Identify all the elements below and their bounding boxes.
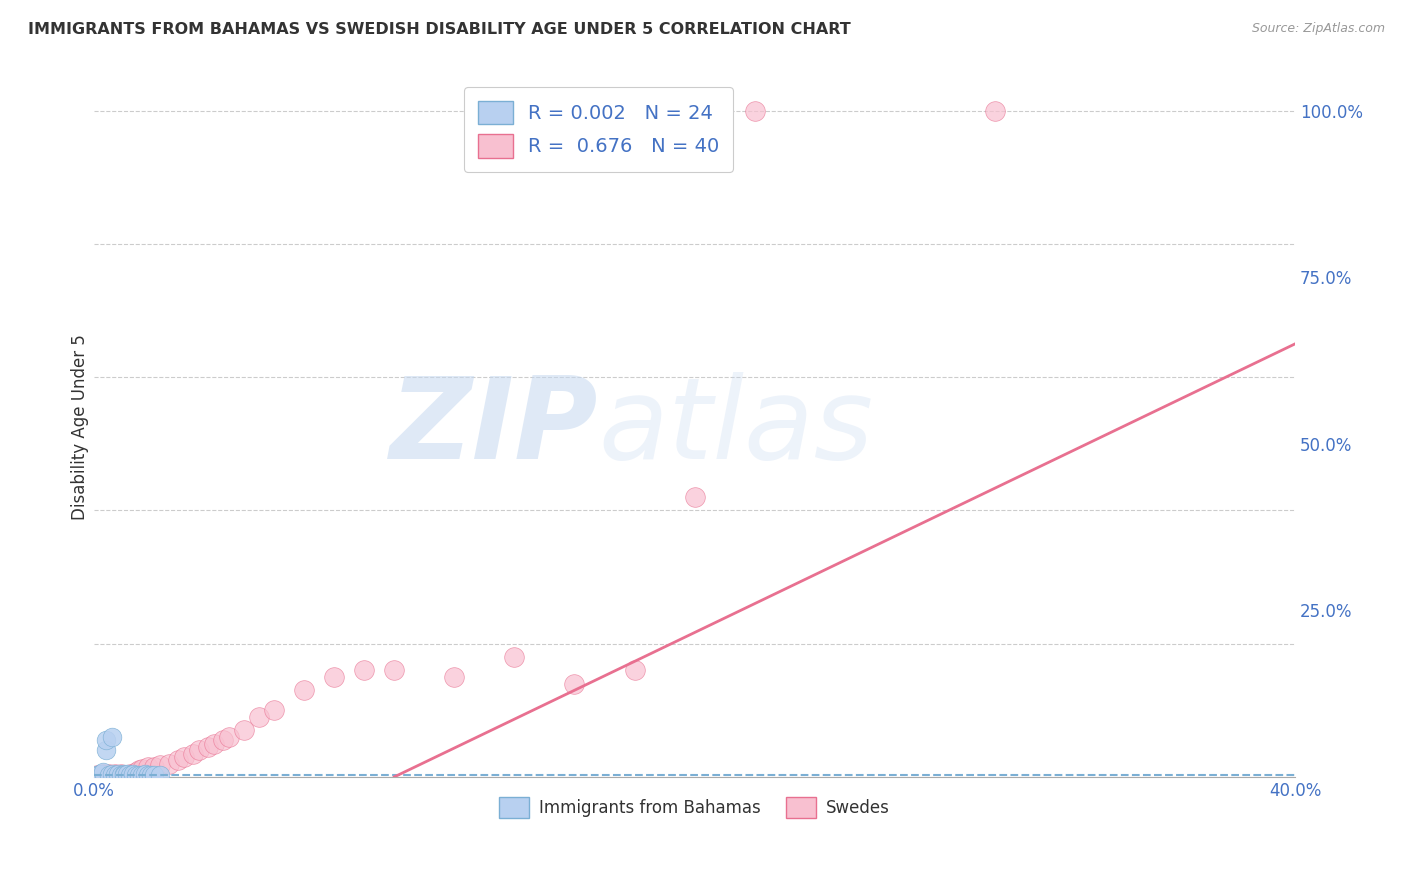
Point	[101, 766, 124, 780]
Legend: Immigrants from Bahamas, Swedes: Immigrants from Bahamas, Swedes	[492, 791, 897, 824]
Point	[173, 750, 195, 764]
Point	[120, 768, 142, 782]
Point	[104, 766, 127, 780]
Point	[181, 747, 204, 761]
Point	[202, 737, 225, 751]
Point	[503, 650, 526, 665]
Point	[167, 753, 190, 767]
Point	[112, 766, 135, 780]
Point	[157, 756, 180, 771]
Point	[125, 768, 148, 782]
Point	[98, 768, 121, 782]
Point	[86, 768, 108, 782]
Point	[122, 766, 145, 780]
Point	[233, 723, 256, 738]
Point	[125, 764, 148, 779]
Point	[188, 743, 211, 757]
Point	[564, 676, 586, 690]
Point	[623, 663, 645, 677]
Text: IMMIGRANTS FROM BAHAMAS VS SWEDISH DISABILITY AGE UNDER 5 CORRELATION CHART: IMMIGRANTS FROM BAHAMAS VS SWEDISH DISAB…	[28, 22, 851, 37]
Point	[101, 730, 124, 744]
Point	[94, 733, 117, 747]
Point	[107, 768, 129, 782]
Point	[143, 768, 166, 782]
Y-axis label: Disability Age Under 5: Disability Age Under 5	[72, 334, 89, 520]
Point	[110, 766, 132, 780]
Point	[104, 768, 127, 782]
Point	[744, 103, 766, 118]
Point	[443, 670, 465, 684]
Point	[247, 710, 270, 724]
Point	[141, 768, 163, 782]
Point	[131, 762, 153, 776]
Text: atlas: atlas	[599, 372, 873, 483]
Point	[683, 490, 706, 504]
Point	[94, 743, 117, 757]
Point	[115, 766, 138, 780]
Point	[120, 766, 142, 780]
Point	[292, 683, 315, 698]
Point	[323, 670, 346, 684]
Point	[91, 764, 114, 779]
Point	[212, 733, 235, 747]
Point	[110, 768, 132, 782]
Point	[353, 663, 375, 677]
Point	[149, 757, 172, 772]
Point	[94, 768, 117, 782]
Point	[128, 763, 150, 777]
Point	[107, 766, 129, 780]
Point	[134, 766, 156, 780]
Point	[382, 663, 405, 677]
Point	[89, 766, 111, 780]
Point	[136, 760, 159, 774]
Point	[91, 766, 114, 780]
Point	[101, 768, 124, 782]
Text: ZIP: ZIP	[389, 372, 599, 483]
Point	[112, 768, 135, 782]
Text: Source: ZipAtlas.com: Source: ZipAtlas.com	[1251, 22, 1385, 36]
Point	[128, 768, 150, 782]
Point	[89, 768, 111, 782]
Point	[136, 768, 159, 782]
Point	[149, 768, 172, 782]
Point	[86, 768, 108, 782]
Point	[984, 103, 1007, 118]
Point	[263, 703, 285, 717]
Point	[218, 730, 240, 744]
Point	[98, 766, 121, 780]
Point	[197, 739, 219, 754]
Point	[143, 760, 166, 774]
Point	[112, 768, 135, 782]
Point	[131, 768, 153, 782]
